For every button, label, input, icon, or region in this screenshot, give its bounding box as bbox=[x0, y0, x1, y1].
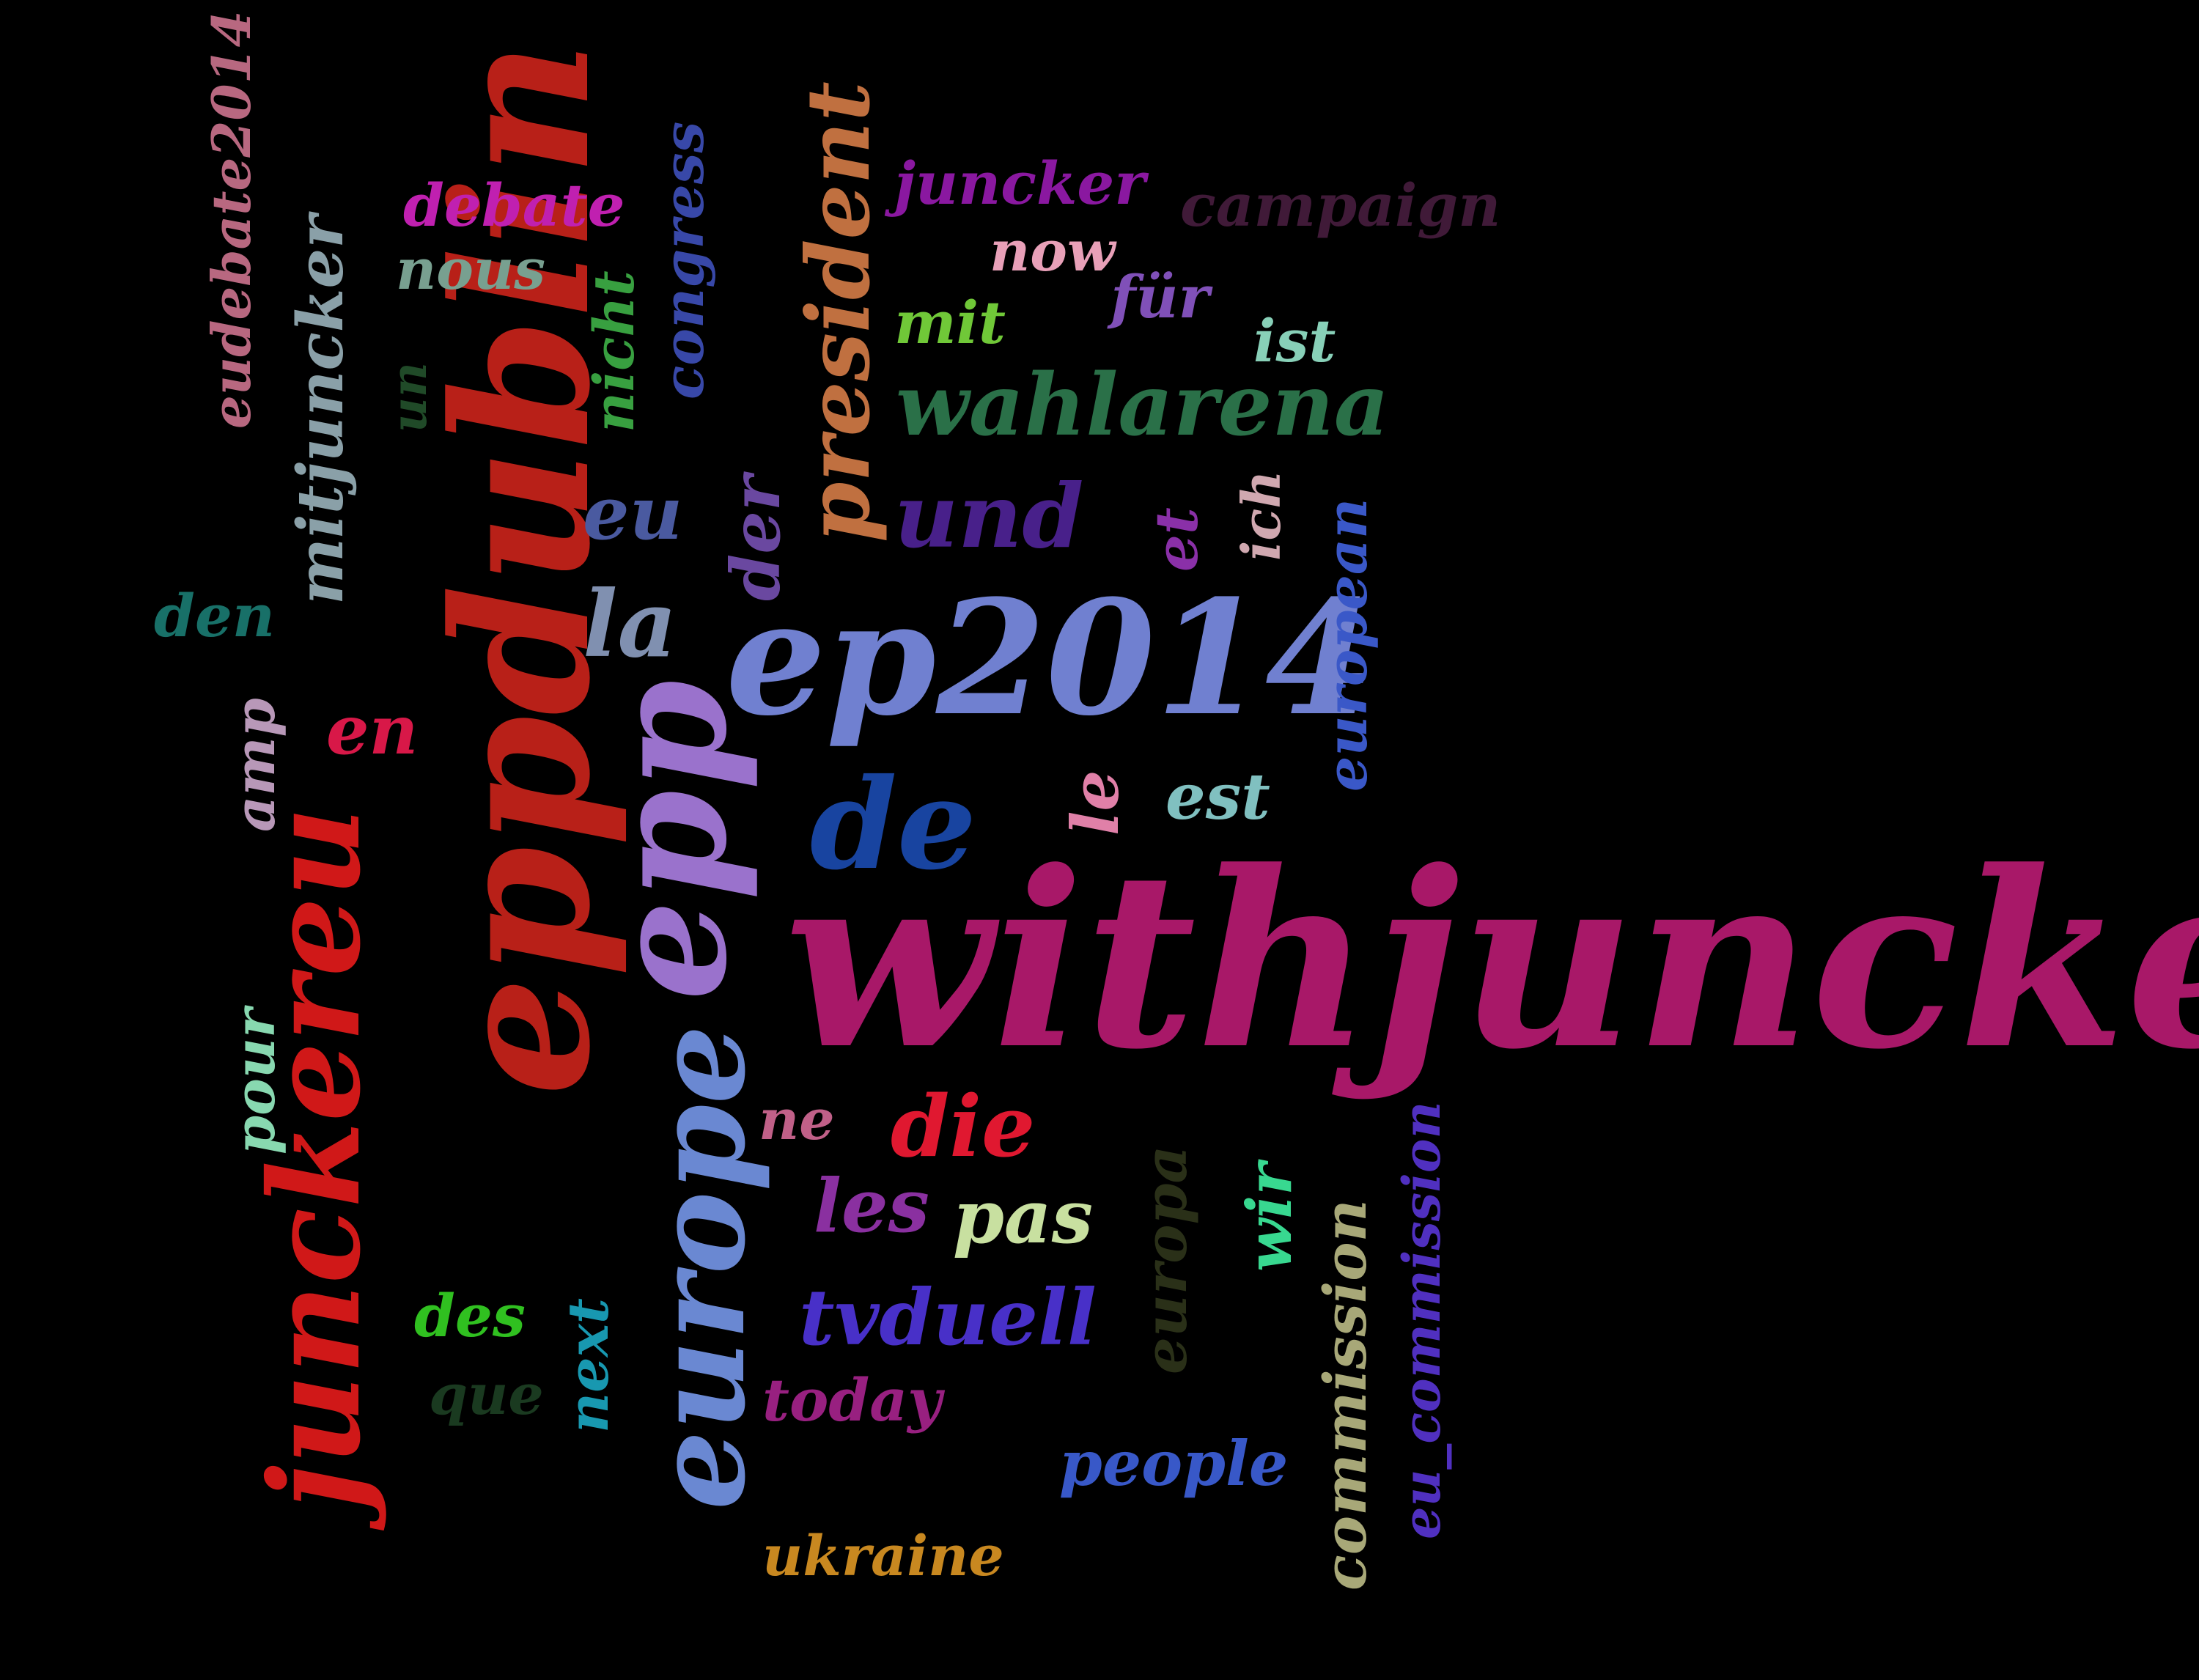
word-debate: debate bbox=[403, 171, 625, 240]
word-fur: für bbox=[1110, 262, 1209, 331]
word-commission: commission bbox=[1311, 1199, 1380, 1591]
word-now: now bbox=[990, 218, 1116, 284]
word-est: est bbox=[1165, 760, 1270, 834]
word-europa: europa bbox=[1131, 1145, 1200, 1374]
word-und: und bbox=[894, 465, 1084, 568]
word-ist: ist bbox=[1253, 306, 1336, 375]
word-die: die bbox=[891, 1077, 1036, 1176]
word-der: der bbox=[716, 475, 795, 601]
word-people: people bbox=[1059, 1427, 1289, 1500]
word-mit: mit bbox=[894, 288, 1006, 357]
word-nicht: nicht bbox=[581, 270, 647, 432]
word-ep2014: ep2014 bbox=[726, 565, 1375, 751]
word-wahlarena: wahlarena bbox=[896, 355, 1390, 455]
word-today: today bbox=[762, 1366, 942, 1434]
word-epp: epp bbox=[576, 679, 762, 1001]
word-les: les bbox=[814, 1163, 929, 1249]
word-juncker: juncker bbox=[894, 149, 1146, 218]
word-des: des bbox=[414, 1281, 526, 1350]
word-europe: europe bbox=[627, 1025, 773, 1510]
word-eu: eu bbox=[583, 470, 683, 556]
word-le: le bbox=[1057, 770, 1133, 836]
word-junckereu: junckereu bbox=[242, 806, 388, 1511]
word-ich: ich bbox=[1230, 470, 1292, 561]
word-ne: ne bbox=[759, 1087, 835, 1152]
word-withjuncker: withjuncker bbox=[784, 818, 2199, 1102]
word-wir: wir bbox=[1233, 1163, 1305, 1272]
word-mitjuncker: mitjuncker bbox=[284, 215, 358, 605]
word-la: la bbox=[583, 571, 677, 678]
word-que: que bbox=[429, 1362, 544, 1427]
word-pour: pour bbox=[222, 1008, 287, 1154]
word-et: et bbox=[1142, 507, 1211, 572]
word-ukraine: ukraine bbox=[762, 1523, 1004, 1588]
word-eudebate2014: eudebate2014 bbox=[200, 10, 262, 429]
word-den: den bbox=[154, 581, 275, 650]
word-congress: congress bbox=[651, 121, 716, 399]
word-nous: nous bbox=[396, 237, 545, 302]
word-amp: amp bbox=[222, 698, 287, 832]
word-en: en bbox=[326, 690, 419, 770]
word-pas: pas bbox=[953, 1174, 1094, 1260]
word-un: un bbox=[380, 362, 438, 432]
word-tvduell: tvduell bbox=[799, 1272, 1097, 1363]
word-de: de bbox=[810, 751, 977, 898]
word-european: european bbox=[1314, 498, 1380, 792]
word-president: president bbox=[787, 81, 889, 542]
word-next: next bbox=[556, 1297, 621, 1433]
word-eu-commission: eu_commission bbox=[1391, 1101, 1452, 1539]
word-campaign: campaign bbox=[1180, 171, 1501, 240]
